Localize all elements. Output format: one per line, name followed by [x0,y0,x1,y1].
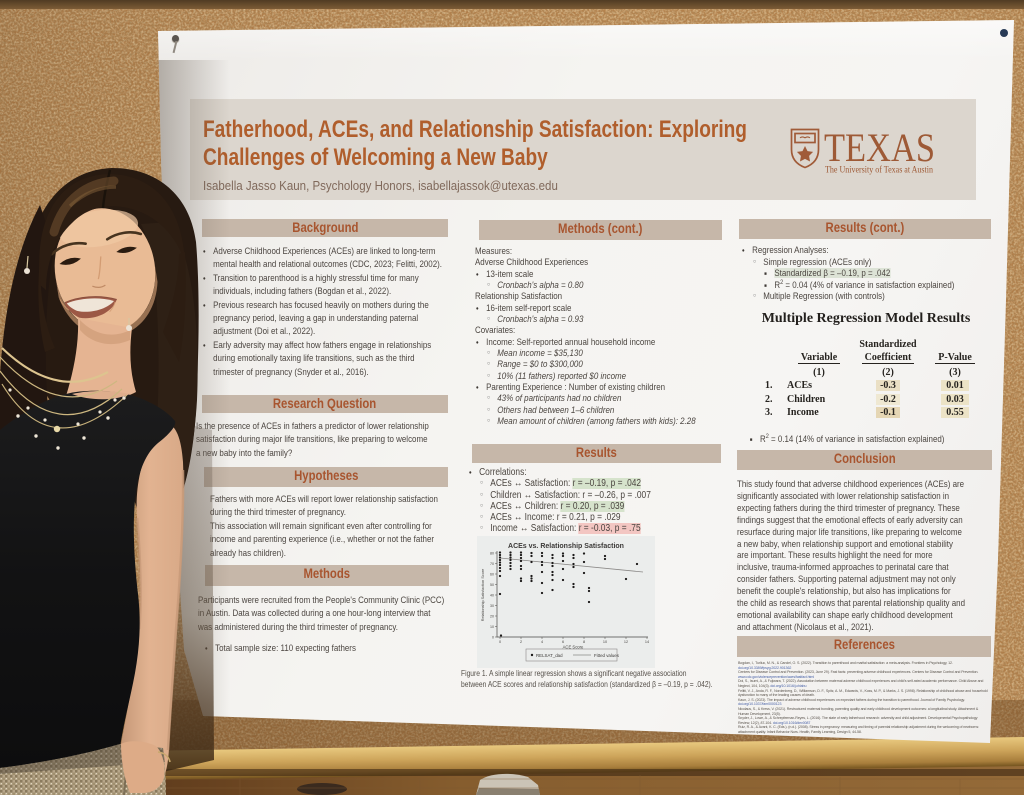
svg-text:6: 6 [562,640,564,644]
svg-text:4: 4 [541,640,543,644]
svg-text:50: 50 [490,583,494,587]
svg-text:14: 14 [645,640,649,644]
svg-text:80: 80 [490,551,494,555]
svg-text:The University of Texas at Aus: The University of Texas at Austin [825,165,933,176]
svg-text:0: 0 [492,635,494,639]
svg-text:60: 60 [490,572,494,576]
svg-text:10: 10 [490,625,494,629]
svg-text:8: 8 [583,640,585,644]
svg-text:40: 40 [490,593,494,597]
svg-text:12: 12 [624,640,628,644]
svg-text:TEXAS: TEXAS [824,127,935,170]
svg-text:70: 70 [490,562,494,566]
svg-text:ACE Score: ACE Score [563,645,584,650]
svg-text:30: 30 [490,604,494,608]
svg-text:10: 10 [603,640,607,644]
svg-text:Relationship Satisfaction Scor: Relationship Satisfaction Score [481,569,485,622]
svg-text:RELSAT_dad: RELSAT_dad [536,653,563,658]
svg-text:ACEs vs. Relationship Satisfac: ACEs vs. Relationship Satisfaction [508,543,624,550]
svg-text:Fitted values: Fitted values [594,653,620,658]
svg-text:2: 2 [520,640,522,644]
svg-text:0: 0 [499,640,501,644]
svg-text:20: 20 [490,614,494,618]
